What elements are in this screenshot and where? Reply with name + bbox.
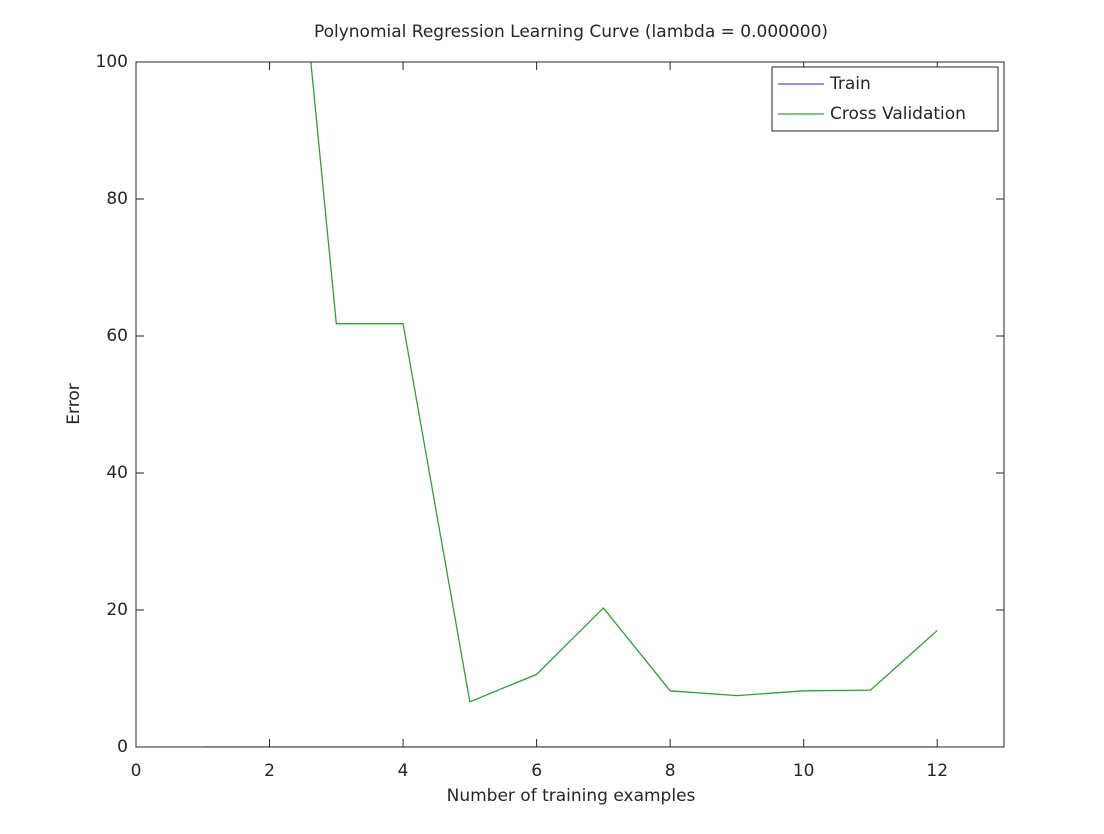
x-tick-label: 2 xyxy=(264,761,275,781)
y-tick-label: 0 xyxy=(117,737,128,757)
x-axis-label: Number of training examples xyxy=(447,786,696,806)
legend-box xyxy=(771,66,999,132)
x-tick-label: 6 xyxy=(531,761,542,781)
x-tick-label: 0 xyxy=(131,761,142,781)
y-tick-label: 80 xyxy=(106,189,128,209)
series-line xyxy=(310,62,938,703)
y-tick-label: 60 xyxy=(106,326,128,346)
x-tick-label: 8 xyxy=(665,761,676,781)
chart-title: Polynomial Regression Learning Curve (la… xyxy=(314,22,828,42)
y-tick-label: 40 xyxy=(106,463,128,483)
y-tick-label: 20 xyxy=(106,600,128,620)
x-tick-label: 10 xyxy=(793,761,815,781)
legend-label: Cross Validation xyxy=(830,104,966,124)
x-tick-label: 12 xyxy=(926,761,948,781)
y-tick-label: 100 xyxy=(96,52,128,72)
y-axis-label: Error xyxy=(64,383,84,424)
plot-lines xyxy=(202,62,938,747)
legend-label: Train xyxy=(829,74,871,94)
x-tick-label: 4 xyxy=(398,761,409,781)
axes-box xyxy=(135,61,1005,748)
